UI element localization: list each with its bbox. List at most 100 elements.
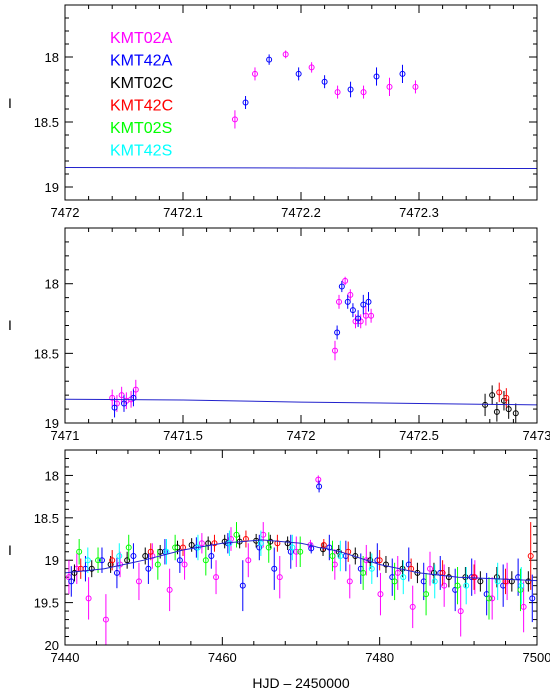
data-point: [360, 89, 367, 96]
data-point: [88, 565, 95, 572]
series-KMT02S: [76, 522, 524, 620]
data-point: [496, 389, 503, 396]
data-point: [208, 552, 215, 559]
data-point: [154, 561, 161, 568]
data-point: [242, 99, 249, 106]
x-axis-label: HJD – 2450000: [252, 675, 350, 691]
plot-frame: [64, 227, 538, 424]
data-point: [349, 307, 356, 314]
y-tick-label: 19: [45, 180, 59, 195]
model-curve: [65, 539, 537, 582]
y-tick-label: 19.5: [34, 596, 59, 611]
data-point: [76, 548, 83, 555]
x-tick-label: 7460: [208, 650, 237, 665]
legend-entry-KMT02S: KMT02S: [110, 120, 172, 137]
data-point: [295, 70, 302, 77]
data-point: [394, 569, 401, 576]
data-point: [176, 557, 183, 564]
data-point: [489, 595, 496, 602]
data-point: [347, 86, 354, 93]
y-axis-label-panel-3: I: [8, 542, 12, 558]
data-point: [334, 329, 341, 336]
y-tick-label: 18: [45, 468, 59, 483]
data-point: [503, 394, 510, 401]
data-point: [124, 557, 131, 564]
data-point: [360, 301, 367, 308]
panel-1: 7472 7472.1 7472.2 7472.3 18 18.5 19: [34, 4, 538, 220]
y-tick-label: 18: [45, 277, 59, 292]
data-point: [518, 582, 525, 589]
data-point: [202, 557, 209, 564]
legend-entry-KMT02A: KMT02A: [110, 30, 173, 47]
data-point: [145, 565, 152, 572]
data-point: [505, 406, 512, 413]
data-point: [135, 578, 142, 585]
data-point: [517, 586, 524, 593]
x-tick-label: 7472: [51, 205, 80, 220]
data-point: [386, 83, 393, 90]
data-point: [471, 574, 478, 581]
data-point: [85, 595, 92, 602]
data-point: [400, 574, 407, 581]
data-point: [363, 557, 370, 564]
y-tick-label: 18: [45, 50, 59, 65]
data-point: [482, 401, 489, 408]
x-tick-label: 7472.3: [399, 205, 439, 220]
y-tick-label: 20: [45, 638, 59, 653]
data-point: [102, 616, 109, 623]
data-point: [320, 541, 327, 548]
data-point: [142, 552, 149, 559]
data-point: [512, 410, 519, 417]
x-tick-label: 7471: [51, 428, 80, 443]
legend-entry-KMT42A: KMT42A: [110, 53, 173, 70]
data-point: [486, 595, 493, 602]
data-point: [284, 540, 291, 547]
data-point: [376, 557, 383, 564]
data-point: [198, 540, 205, 547]
series-KMT02A: [65, 475, 527, 645]
data-point: [188, 541, 195, 548]
data-point: [382, 561, 389, 568]
data-point: [289, 544, 296, 551]
data-point: [68, 578, 75, 585]
data-point: [430, 569, 437, 576]
data-point: [130, 394, 137, 401]
series-KMT42A: [111, 280, 372, 418]
data-point: [355, 315, 362, 322]
data-point: [457, 608, 464, 615]
data-point: [441, 582, 448, 589]
plot-frame: [64, 4, 538, 201]
data-point: [477, 578, 484, 585]
data-point: [316, 483, 323, 490]
data-point: [271, 565, 278, 572]
data-point: [423, 591, 430, 598]
model-curve: [65, 167, 537, 169]
x-tick-label: 7472.5: [399, 428, 439, 443]
series-KMT42A: [68, 480, 536, 623]
y-axis-label-panel-2: I: [8, 317, 12, 333]
data-point: [308, 64, 315, 71]
data-point: [147, 548, 154, 555]
data-point: [267, 538, 274, 545]
data-point: [334, 89, 341, 96]
panel-2: 7471 7471.5 7472 7472.5 7473 18 18.5 19: [34, 227, 550, 443]
data-point: [529, 595, 536, 602]
data-point: [98, 557, 105, 564]
data-point: [125, 544, 132, 551]
data-point: [445, 574, 452, 581]
data-point: [368, 565, 375, 572]
x-tick-label: 7500: [523, 650, 550, 665]
plot-area: [65, 475, 537, 645]
series-KMT02A: [231, 50, 419, 129]
x-tick-label: 7440: [51, 650, 80, 665]
x-tick-label: 7480: [365, 650, 394, 665]
data-point: [245, 557, 252, 564]
x-tick-label: 7473: [523, 428, 550, 443]
data-point: [412, 83, 419, 90]
data-point: [409, 603, 416, 610]
y-tick-label: 18.5: [34, 511, 59, 526]
series-KMT42C: [77, 522, 534, 595]
data-point: [321, 78, 328, 85]
data-point: [463, 582, 470, 589]
data-point: [329, 552, 336, 559]
